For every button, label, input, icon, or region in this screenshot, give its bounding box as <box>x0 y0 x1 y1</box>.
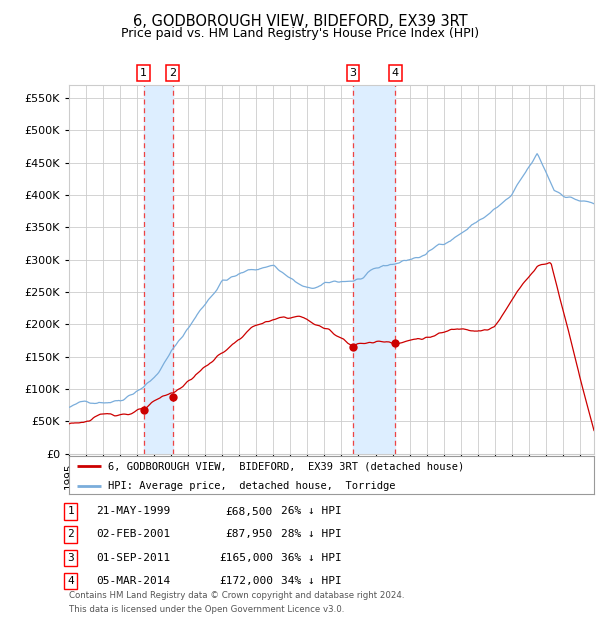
Text: 3: 3 <box>67 553 74 563</box>
Text: 36% ↓ HPI: 36% ↓ HPI <box>281 553 341 563</box>
Text: £165,000: £165,000 <box>219 553 273 563</box>
Text: 2: 2 <box>169 68 176 78</box>
Text: 21-MAY-1999: 21-MAY-1999 <box>96 507 170 516</box>
Text: £68,500: £68,500 <box>226 507 273 516</box>
Text: Price paid vs. HM Land Registry's House Price Index (HPI): Price paid vs. HM Land Registry's House … <box>121 27 479 40</box>
Text: 6, GODBOROUGH VIEW, BIDEFORD, EX39 3RT: 6, GODBOROUGH VIEW, BIDEFORD, EX39 3RT <box>133 14 467 29</box>
Text: This data is licensed under the Open Government Licence v3.0.: This data is licensed under the Open Gov… <box>69 604 344 614</box>
Text: 1: 1 <box>67 507 74 516</box>
Text: 01-SEP-2011: 01-SEP-2011 <box>96 553 170 563</box>
Text: £172,000: £172,000 <box>219 576 273 586</box>
Text: 05-MAR-2014: 05-MAR-2014 <box>96 576 170 586</box>
Text: 02-FEB-2001: 02-FEB-2001 <box>96 529 170 539</box>
Text: Contains HM Land Registry data © Crown copyright and database right 2024.: Contains HM Land Registry data © Crown c… <box>69 590 404 600</box>
Bar <box>353 85 395 454</box>
Text: 1: 1 <box>140 68 147 78</box>
Bar <box>143 85 173 454</box>
Text: 6, GODBOROUGH VIEW,  BIDEFORD,  EX39 3RT (detached house): 6, GODBOROUGH VIEW, BIDEFORD, EX39 3RT (… <box>109 461 464 471</box>
Text: 4: 4 <box>67 576 74 586</box>
Text: £87,950: £87,950 <box>226 529 273 539</box>
Text: 3: 3 <box>349 68 356 78</box>
Text: 26% ↓ HPI: 26% ↓ HPI <box>281 507 341 516</box>
Text: 34% ↓ HPI: 34% ↓ HPI <box>281 576 341 586</box>
Text: HPI: Average price,  detached house,  Torridge: HPI: Average price, detached house, Torr… <box>109 480 396 490</box>
Text: 28% ↓ HPI: 28% ↓ HPI <box>281 529 341 539</box>
Text: 2: 2 <box>67 529 74 539</box>
Text: 4: 4 <box>392 68 399 78</box>
